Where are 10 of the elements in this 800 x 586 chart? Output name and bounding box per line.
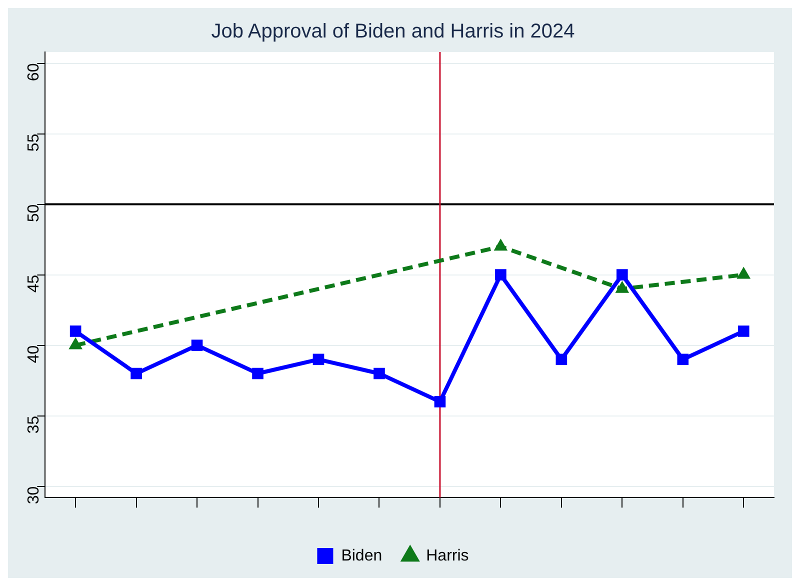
y-tick-label: 30 <box>26 486 43 504</box>
y-tick-label: 50 <box>26 204 43 222</box>
y-tick-label: 35 <box>26 416 43 434</box>
y-tick-label: 45 <box>26 274 43 293</box>
legend-label: Biden <box>341 547 382 564</box>
y-tick-label: 40 <box>26 345 43 364</box>
chart-title: Job Approval of Biden and Harris in 2024 <box>211 20 575 43</box>
y-tick-label: 60 <box>26 63 43 82</box>
legend-label: Harris <box>426 547 469 564</box>
y-tick-label: 55 <box>26 134 43 152</box>
